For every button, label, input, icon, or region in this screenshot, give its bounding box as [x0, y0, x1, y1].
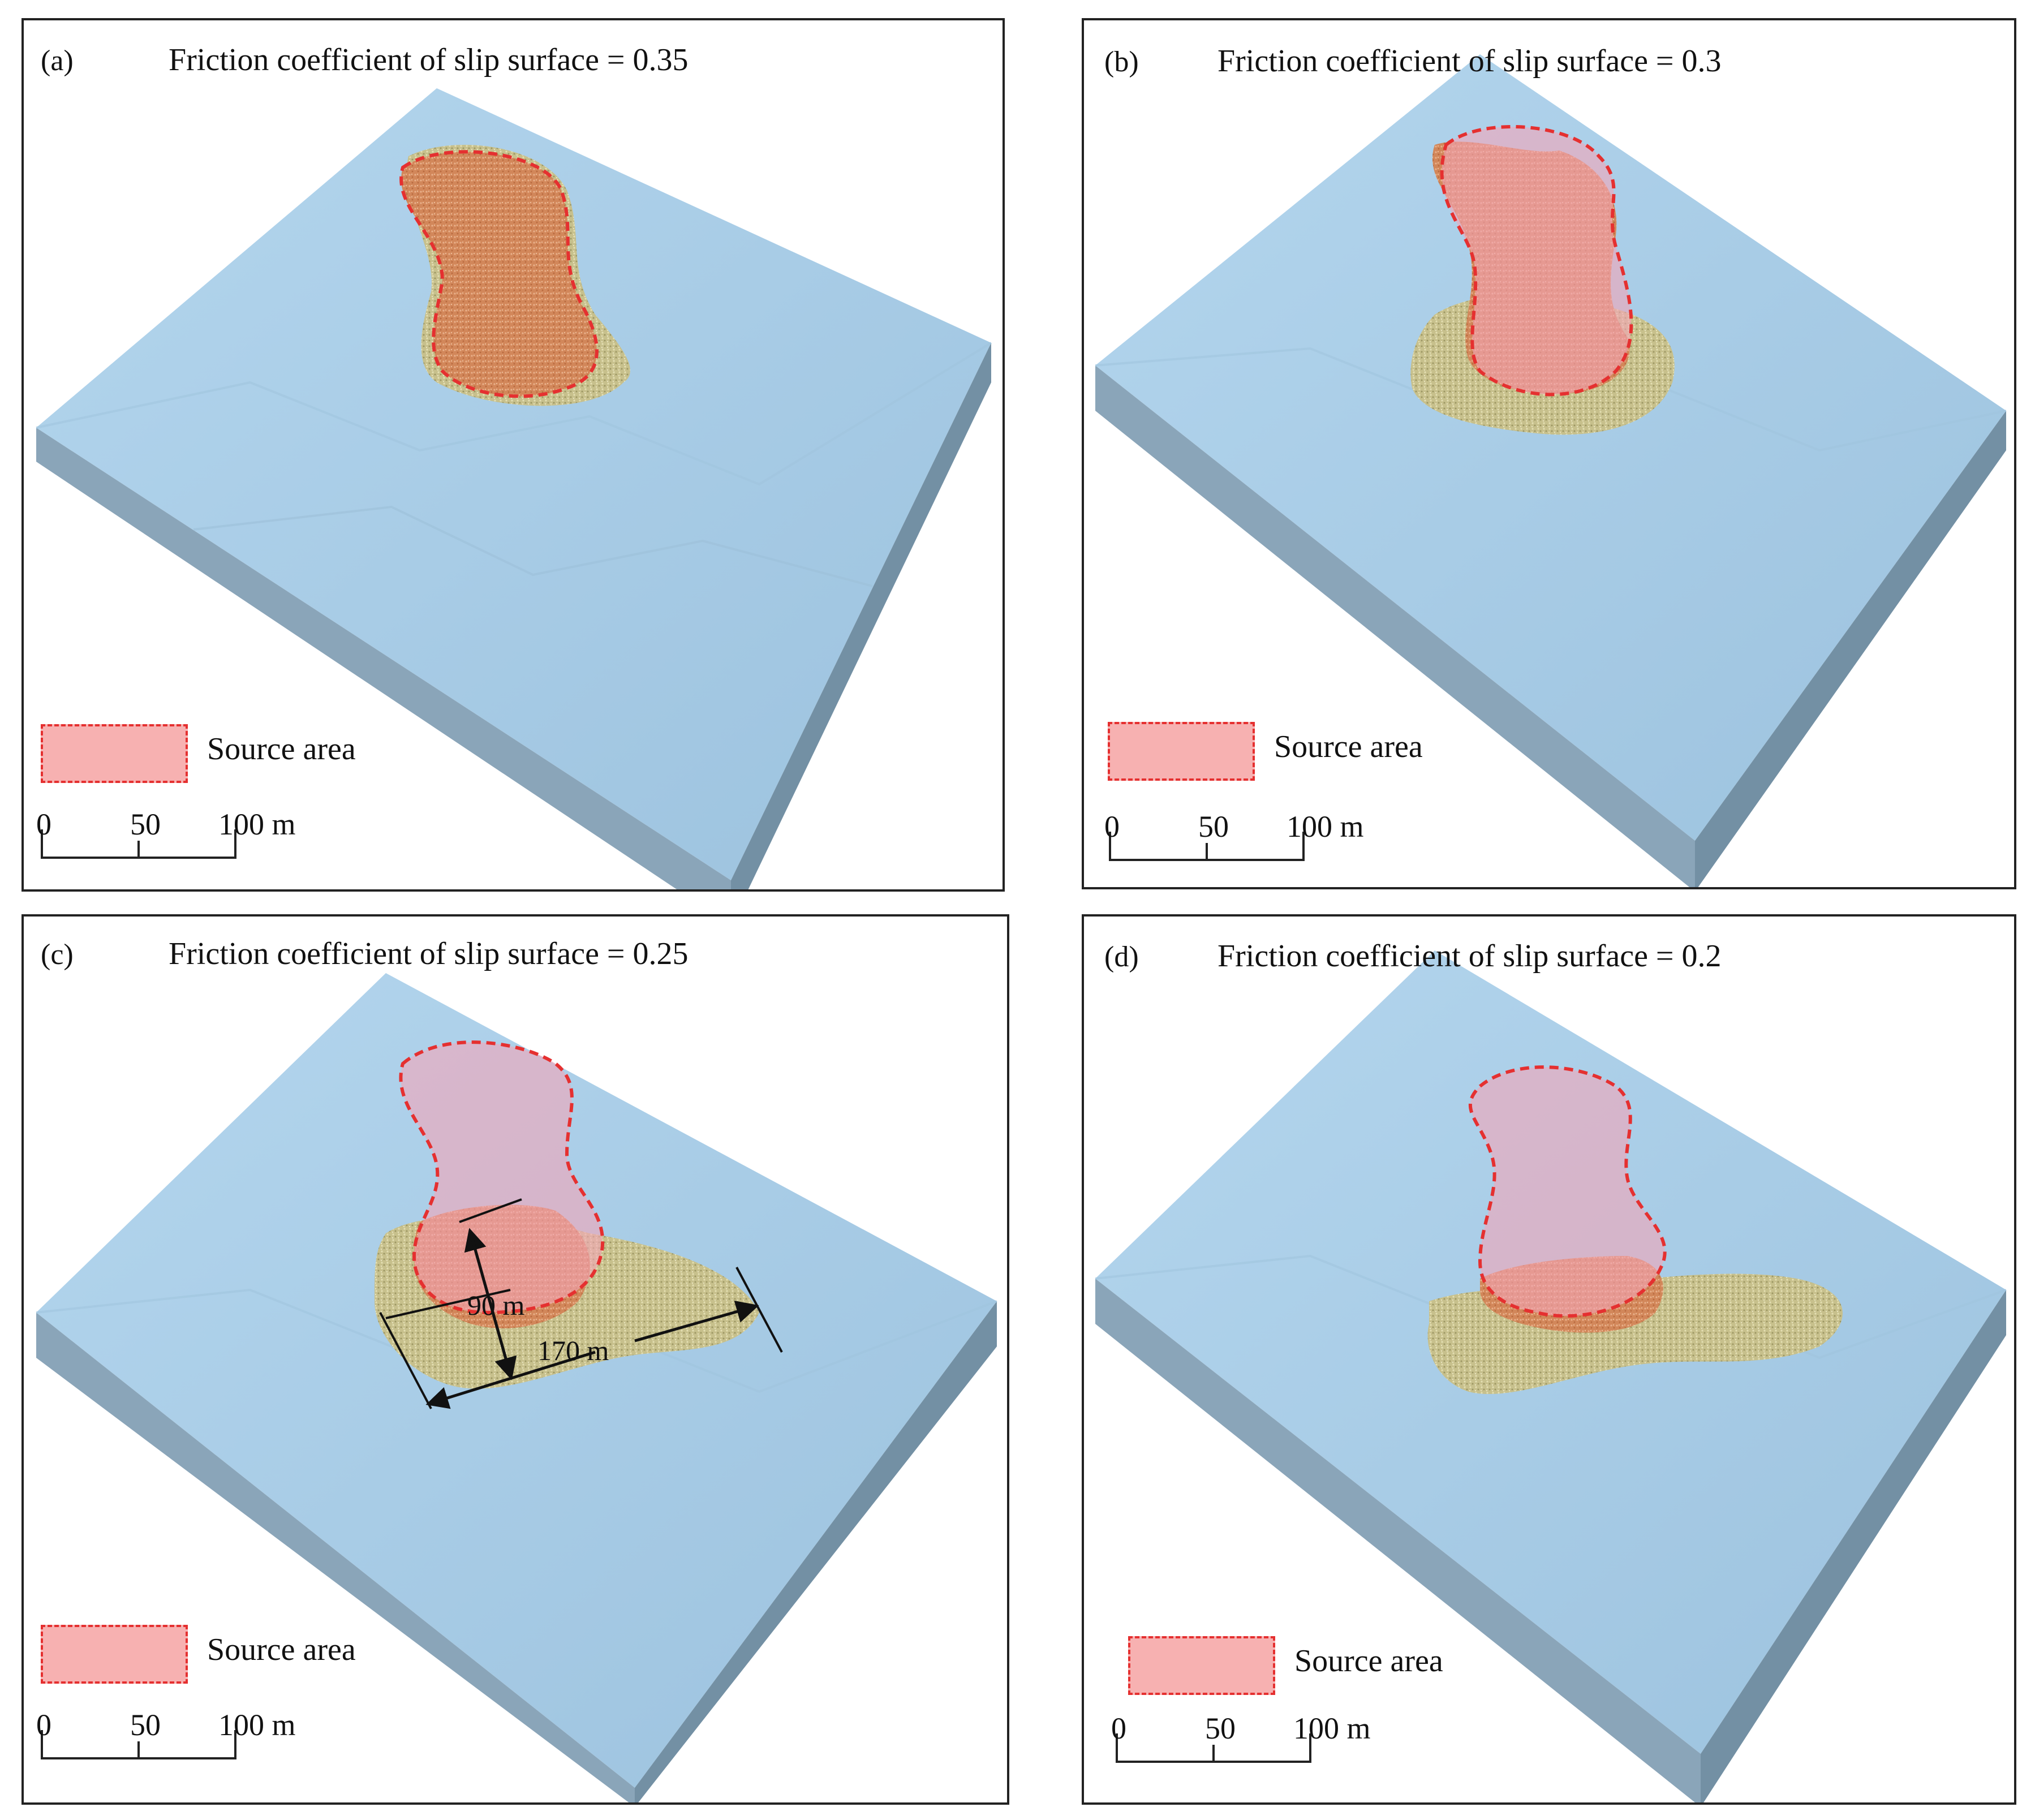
panel-d: (d) Friction coefficient of slip surface… — [1082, 914, 2016, 1805]
scale-bar-c — [41, 1730, 236, 1759]
scale-bar-b — [1109, 832, 1305, 861]
panel-d-label: (d) — [1104, 941, 1139, 973]
panel-c: (c) Friction coefficient of slip surface… — [21, 914, 1009, 1805]
panel-d-title: Friction coefficient of slip surface = 0… — [1217, 939, 1722, 974]
width-dimension-label: 90 m — [467, 1289, 525, 1321]
scale-tick-0-c: 0 — [36, 1708, 51, 1742]
scale-tick-50-d: 50 — [1205, 1711, 1236, 1745]
terrain-block-b — [1095, 54, 2007, 887]
scale-bar-d — [1116, 1733, 1311, 1763]
scale-tick-50-b: 50 — [1198, 810, 1229, 844]
legend-swatch-a — [41, 724, 188, 783]
scale-tick-0-d: 0 — [1111, 1711, 1126, 1745]
length-arrow-right — [634, 1301, 759, 1343]
panel-c-label: (c) — [41, 939, 74, 971]
scale-tick-0-a: 0 — [36, 807, 51, 841]
panel-b-label: (b) — [1104, 46, 1139, 78]
panel-a-title: Friction coefficient of slip surface = 0… — [169, 42, 689, 78]
width-extension-line-top — [385, 1289, 511, 1319]
legend-label-a: Source area — [207, 732, 356, 767]
legend-swatch-b — [1108, 722, 1255, 781]
length-extension-line-left — [379, 1312, 432, 1409]
panel-b: (b) Friction coefficient of slip surface… — [1082, 18, 2016, 889]
scale-tick-50-c: 50 — [130, 1708, 161, 1742]
scale-tick-0-b: 0 — [1104, 810, 1120, 844]
scale-tick-100-d: 100 m — [1293, 1711, 1371, 1745]
length-extension-line-right — [735, 1267, 783, 1353]
legend-label-b: Source area — [1274, 729, 1423, 764]
terrain-block-d — [1095, 950, 2007, 1802]
scale-tick-100-a: 100 m — [218, 807, 296, 841]
length-arrow-left — [425, 1350, 596, 1409]
terrain-block-a — [36, 88, 992, 889]
legend-label-c: Source area — [207, 1632, 356, 1667]
width-extension-line-cap — [459, 1198, 522, 1223]
scale-bar-a — [41, 829, 236, 859]
legend-label-d: Source area — [1294, 1643, 1443, 1679]
width-arrow-down — [469, 1233, 517, 1380]
panel-c-title: Friction coefficient of slip surface = 0… — [169, 936, 689, 971]
scale-tick-100-b: 100 m — [1287, 810, 1364, 844]
scale-tick-50-a: 50 — [130, 807, 161, 841]
panel-a: (a) Friction coefficient of slip surface… — [21, 18, 1005, 892]
legend-swatch-d — [1128, 1636, 1275, 1695]
length-dimension-label: 170 m — [537, 1335, 609, 1366]
terrain-block-c — [36, 973, 997, 1802]
scale-tick-100-c: 100 m — [218, 1708, 296, 1742]
panel-b-title: Friction coefficient of slip surface = 0… — [1217, 44, 1722, 79]
legend-swatch-c — [41, 1625, 188, 1684]
panel-a-label: (a) — [41, 45, 74, 77]
